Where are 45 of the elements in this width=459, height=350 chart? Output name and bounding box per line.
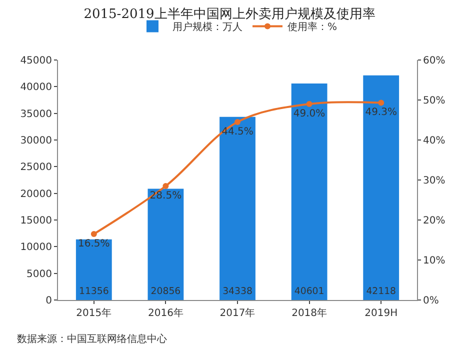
y-tick-label: 45000 — [20, 56, 52, 66]
y2-tick-label: 20% — [423, 216, 446, 226]
bar — [363, 75, 400, 300]
y2-tick-label: 60% — [423, 56, 446, 66]
data-label: 16.5% — [78, 238, 110, 250]
y2-tick-label: 40% — [423, 136, 446, 146]
y-tick-label: 30000 — [20, 136, 52, 146]
data-label: 49.3% — [365, 107, 397, 118]
x-tick-label: 2019H — [364, 308, 398, 319]
data-label: 34338 — [222, 286, 252, 298]
y-tick-label: 0 — [46, 296, 52, 306]
point — [234, 119, 240, 125]
x-tick-label: 2018年 — [292, 307, 328, 319]
x-tick-label: 2017年 — [220, 307, 256, 319]
y-tick-label: 15000 — [20, 216, 52, 226]
point — [378, 100, 384, 106]
data-label: 42118 — [366, 286, 396, 298]
y-tick-label: 25000 — [20, 162, 52, 174]
bar — [76, 239, 112, 300]
bar — [148, 188, 184, 300]
x-tick-label: 2015年 — [76, 307, 112, 319]
point — [162, 183, 169, 189]
y-tick-label: 20000 — [20, 188, 52, 200]
x-tick-label: 2016年 — [148, 307, 184, 319]
chart-title: 2015-2019上半年中国网上外卖用户规模及使用率 — [84, 6, 376, 22]
y2-tick-label: 30% — [423, 176, 446, 186]
legend-label: 用户规模：万人 — [172, 21, 242, 34]
bar — [291, 83, 328, 300]
bar — [220, 116, 256, 300]
data-label: 11356 — [78, 286, 109, 298]
legend-label: 使用率：% — [288, 21, 338, 34]
source-note: 数据来源：中国互联网络信息中心 — [17, 333, 167, 345]
data-label: 40601 — [294, 286, 324, 298]
y-tick-label: 10000 — [20, 242, 52, 254]
data-label: 44.5% — [222, 126, 254, 138]
y2-tick-label: 10% — [423, 256, 446, 266]
point — [90, 231, 97, 237]
y2-tick-label: 0% — [423, 296, 439, 306]
y2-tick-label: 50% — [423, 96, 446, 106]
data-label: 20856 — [150, 286, 181, 298]
y-tick-label: 35000 — [20, 108, 52, 120]
point — [306, 101, 312, 107]
y-tick-label: 5000 — [26, 268, 52, 280]
y-tick-label: 40000 — [20, 82, 52, 94]
data-label: 49.0% — [293, 108, 326, 120]
